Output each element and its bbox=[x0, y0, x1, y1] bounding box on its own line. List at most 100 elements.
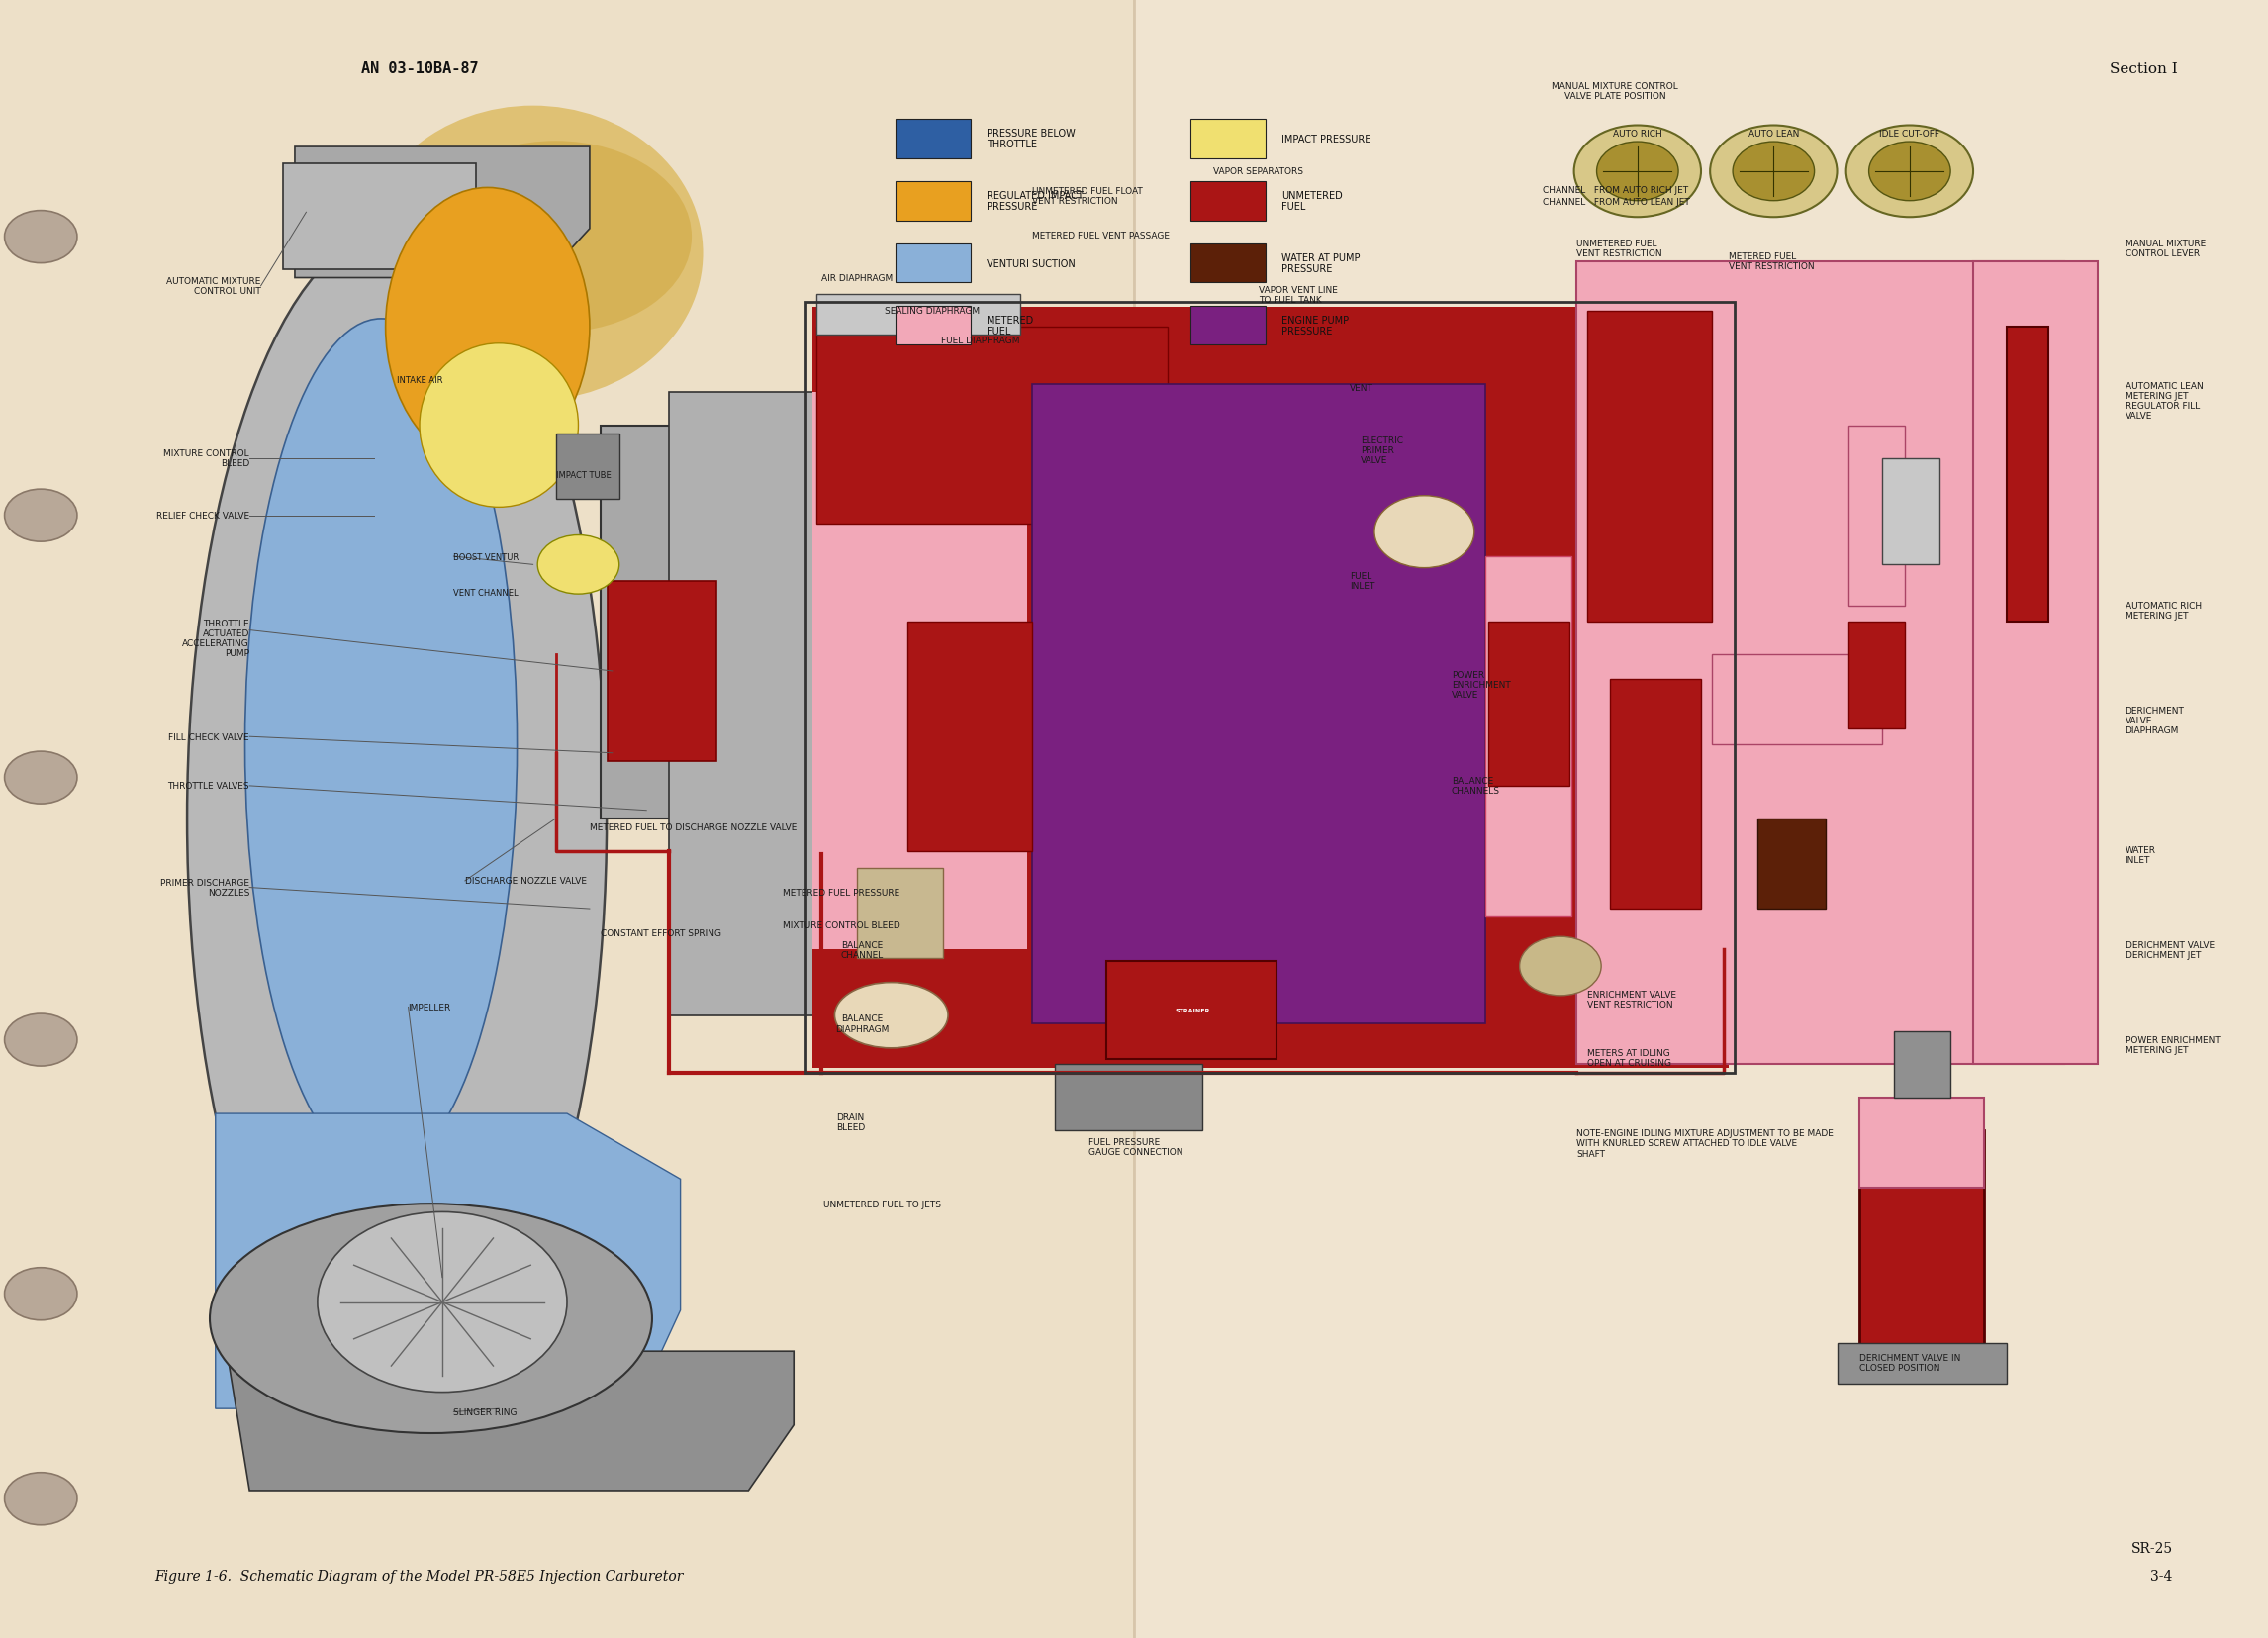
Text: DERICHMENT VALVE IN
CLOSED POSITION: DERICHMENT VALVE IN CLOSED POSITION bbox=[1860, 1353, 1962, 1373]
Bar bbox=[816, 295, 1021, 336]
Text: THROTTLE
ACTUATED
ACCELERATING
PUMP: THROTTLE ACTUATED ACCELERATING PUMP bbox=[181, 619, 249, 658]
Text: FUEL
INLET: FUEL INLET bbox=[1349, 572, 1374, 591]
Text: Section I: Section I bbox=[2109, 62, 2177, 75]
Bar bbox=[1134, 0, 2268, 1638]
Circle shape bbox=[1846, 126, 1973, 218]
Bar bbox=[601, 426, 726, 819]
Text: IMPACT TUBE: IMPACT TUBE bbox=[556, 470, 610, 480]
Text: NOTE-ENGINE IDLING MIXTURE ADJUSTMENT TO BE MADE
WITH KNURLED SCREW ATTACHED TO : NOTE-ENGINE IDLING MIXTURE ADJUSTMENT TO… bbox=[1576, 1129, 1833, 1158]
Text: PRIMER DISCHARGE
NOZZLES: PRIMER DISCHARGE NOZZLES bbox=[161, 878, 249, 898]
Text: METERED
FUEL: METERED FUEL bbox=[987, 316, 1034, 336]
Text: 3-4: 3-4 bbox=[2150, 1569, 2173, 1582]
Text: MIXTURE CONTROL BLEED: MIXTURE CONTROL BLEED bbox=[782, 921, 900, 930]
Text: AUTO RICH: AUTO RICH bbox=[1613, 129, 1662, 139]
Circle shape bbox=[1710, 126, 1837, 218]
Ellipse shape bbox=[363, 106, 703, 401]
Polygon shape bbox=[295, 147, 590, 278]
Text: DRAIN
BLEED: DRAIN BLEED bbox=[837, 1112, 864, 1132]
Ellipse shape bbox=[245, 319, 517, 1171]
Bar bbox=[1191, 244, 1266, 283]
Bar bbox=[805, 303, 1735, 1073]
Bar bbox=[1894, 1032, 1950, 1097]
Text: STRAINER: STRAINER bbox=[1175, 1007, 1211, 1014]
Ellipse shape bbox=[186, 229, 606, 1409]
Ellipse shape bbox=[386, 188, 590, 467]
Text: BOOST VENTURI: BOOST VENTURI bbox=[454, 552, 522, 562]
Text: SEALING DIAPHRAGM: SEALING DIAPHRAGM bbox=[885, 306, 980, 316]
Bar bbox=[1860, 1097, 1984, 1188]
Circle shape bbox=[5, 211, 77, 264]
Text: AUTOMATIC MIXTURE
CONTROL UNIT: AUTOMATIC MIXTURE CONTROL UNIT bbox=[166, 277, 261, 296]
Text: PRESSURE BELOW
THROTTLE: PRESSURE BELOW THROTTLE bbox=[987, 129, 1075, 149]
Text: IMPELLER: IMPELLER bbox=[408, 1002, 451, 1012]
Text: UNMETERED
FUEL: UNMETERED FUEL bbox=[1281, 192, 1343, 211]
Ellipse shape bbox=[209, 1204, 651, 1433]
Text: AUTO LEAN: AUTO LEAN bbox=[1749, 129, 1799, 139]
Bar bbox=[907, 622, 1032, 852]
Text: VAPOR VENT LINE
TO FUEL TANK: VAPOR VENT LINE TO FUEL TANK bbox=[1259, 285, 1338, 305]
Bar bbox=[2007, 328, 2048, 622]
Circle shape bbox=[1733, 143, 1814, 201]
Circle shape bbox=[1574, 126, 1701, 218]
Text: SR-25: SR-25 bbox=[2132, 1541, 2173, 1554]
Bar bbox=[608, 581, 717, 762]
Bar bbox=[896, 120, 971, 159]
Circle shape bbox=[538, 536, 619, 595]
Bar bbox=[669, 393, 816, 1016]
Text: DISCHARGE NOZZLE VALVE: DISCHARGE NOZZLE VALVE bbox=[465, 876, 587, 886]
Bar bbox=[1973, 262, 2098, 1065]
Circle shape bbox=[1597, 143, 1678, 201]
Text: METERED FUEL
VENT RESTRICTION: METERED FUEL VENT RESTRICTION bbox=[1728, 252, 1814, 272]
Polygon shape bbox=[227, 1351, 794, 1491]
Bar bbox=[1107, 962, 1277, 1060]
Text: FUEL DIAPHRAGM: FUEL DIAPHRAGM bbox=[941, 336, 1021, 346]
Bar bbox=[1610, 680, 1701, 909]
Circle shape bbox=[5, 490, 77, 542]
Circle shape bbox=[5, 1014, 77, 1066]
Text: RELIEF CHECK VALVE: RELIEF CHECK VALVE bbox=[156, 511, 249, 521]
Text: VENTURI SUCTION: VENTURI SUCTION bbox=[987, 259, 1075, 269]
Bar bbox=[556, 434, 619, 500]
Circle shape bbox=[318, 1212, 567, 1392]
Ellipse shape bbox=[835, 983, 948, 1048]
Bar bbox=[896, 244, 971, 283]
Polygon shape bbox=[215, 1114, 680, 1409]
Bar bbox=[0, 0, 1134, 1638]
Circle shape bbox=[5, 752, 77, 804]
Bar bbox=[1712, 655, 1882, 745]
Bar bbox=[896, 182, 971, 221]
Circle shape bbox=[5, 1473, 77, 1525]
Text: VAPOR SEPARATORS: VAPOR SEPARATORS bbox=[1213, 167, 1304, 177]
Text: WATER
INLET: WATER INLET bbox=[2125, 845, 2157, 865]
Text: ELECTRIC
PRIMER
VALVE: ELECTRIC PRIMER VALVE bbox=[1361, 436, 1404, 465]
Text: UNMETERED FUEL FLOAT
VENT RESTRICTION: UNMETERED FUEL FLOAT VENT RESTRICTION bbox=[1032, 187, 1143, 206]
Circle shape bbox=[1520, 937, 1601, 996]
Bar bbox=[1848, 622, 1905, 729]
Bar bbox=[1191, 120, 1266, 159]
Bar bbox=[1588, 311, 1712, 622]
Bar bbox=[1882, 459, 1939, 565]
Text: METERS AT IDLING
OPEN AT CRUISING: METERS AT IDLING OPEN AT CRUISING bbox=[1588, 1048, 1672, 1068]
Text: CONSTANT EFFORT SPRING: CONSTANT EFFORT SPRING bbox=[601, 929, 721, 939]
Bar bbox=[1191, 306, 1266, 346]
Text: METERED FUEL TO DISCHARGE NOZZLE VALVE: METERED FUEL TO DISCHARGE NOZZLE VALVE bbox=[590, 822, 796, 832]
Text: MIXTURE CONTROL
BLEED: MIXTURE CONTROL BLEED bbox=[163, 449, 249, 468]
Text: AIR DIAPHRAGM: AIR DIAPHRAGM bbox=[821, 274, 894, 283]
Text: VENT: VENT bbox=[1349, 383, 1372, 393]
Ellipse shape bbox=[420, 344, 578, 508]
Text: SLINGER RING: SLINGER RING bbox=[454, 1407, 517, 1417]
Bar bbox=[1191, 182, 1266, 221]
Bar bbox=[896, 306, 971, 346]
Bar bbox=[812, 393, 1027, 950]
Bar bbox=[284, 164, 476, 270]
Text: AUTOMATIC RICH
METERING JET: AUTOMATIC RICH METERING JET bbox=[2125, 601, 2202, 621]
Text: BALANCE
CHANNELS: BALANCE CHANNELS bbox=[1452, 776, 1499, 796]
Text: METERED FUEL VENT PASSAGE: METERED FUEL VENT PASSAGE bbox=[1032, 231, 1170, 241]
Bar bbox=[812, 308, 1728, 1068]
Bar bbox=[1758, 819, 1826, 909]
Text: MANUAL MIXTURE
CONTROL LEVER: MANUAL MIXTURE CONTROL LEVER bbox=[2125, 239, 2204, 259]
Text: IMPACT PRESSURE: IMPACT PRESSURE bbox=[1281, 134, 1370, 144]
Circle shape bbox=[1374, 496, 1474, 568]
Text: ENGINE PUMP
PRESSURE: ENGINE PUMP PRESSURE bbox=[1281, 316, 1349, 336]
Text: CHANNEL   FROM AUTO RICH JET
CHANNEL   FROM AUTO LEAN JET: CHANNEL FROM AUTO RICH JET CHANNEL FROM … bbox=[1542, 187, 1690, 206]
